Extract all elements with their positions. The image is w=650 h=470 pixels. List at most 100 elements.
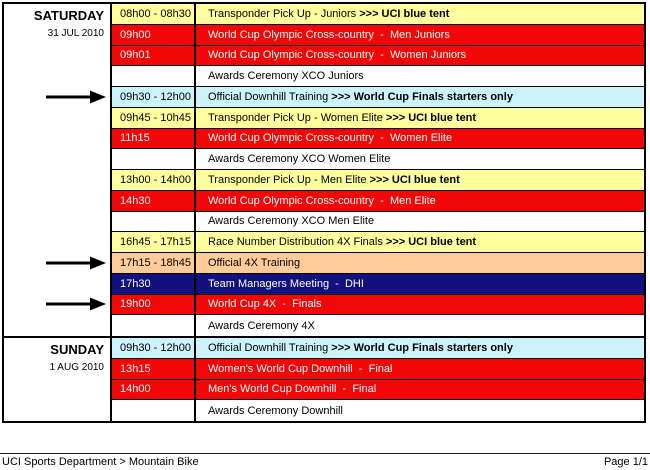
event-label: World Cup Olympic Cross-country - Men Ju… bbox=[208, 28, 450, 41]
event-label-emphasis: >>> World Cup Finals starters only bbox=[331, 90, 513, 103]
schedule-row: 09h45 - 10h45 Transponder Pick Up - Women… bbox=[112, 107, 644, 129]
event-cell: Official Downhill Training >>> World Cup… bbox=[196, 87, 644, 107]
time-cell: 17h30 bbox=[112, 273, 196, 294]
time-cell bbox=[112, 211, 196, 232]
event-cell: Awards Ceremony Downhill bbox=[196, 400, 644, 421]
event-cell: Transponder Pick Up - Juniors >>> UCI bl… bbox=[196, 4, 644, 24]
schedule-row: 16h45 - 17h15 Race Number Distribution 4X… bbox=[112, 232, 644, 253]
event-label: Transponder Pick Up - Juniors bbox=[208, 7, 360, 20]
event-label: World Cup Olympic Cross-country - Men El… bbox=[208, 194, 436, 207]
section-sunday: SUNDAY 1 AUG 2010 09h30 - 12h00 Official … bbox=[4, 336, 644, 421]
schedule-row: 09h01 World Cup Olympic Cross-country - W… bbox=[112, 45, 644, 67]
section-saturday: SATURDAY 31 JUL 2010 08h00 - 08h30 Transp… bbox=[4, 4, 644, 336]
day-cell-saturday: SATURDAY 31 JUL 2010 bbox=[4, 4, 112, 336]
event-label: Official 4X Training bbox=[208, 256, 301, 269]
event-label: Transponder Pick Up - Men Elite bbox=[208, 173, 370, 186]
schedule-row: Awards Ceremony XCO Juniors bbox=[112, 66, 644, 87]
time-cell bbox=[112, 149, 196, 169]
event-label: World Cup Olympic Cross-country - Women … bbox=[208, 49, 467, 62]
event-schedule-table: SATURDAY 31 JUL 2010 08h00 - 08h30 Transp… bbox=[2, 2, 646, 423]
event-label: Transponder Pick Up - Women Elite bbox=[208, 111, 386, 124]
time-cell: 09h30 - 12h00 bbox=[112, 87, 196, 107]
footer-breadcrumb: UCI Sports Department > Mountain Bike bbox=[2, 456, 199, 468]
schedule-row: 17h15 - 18h45 Official 4X Training bbox=[46, 253, 644, 274]
arrow-icon bbox=[46, 90, 106, 104]
event-cell: Team Managers Meeting - DHI bbox=[196, 273, 644, 294]
time-cell: 14h30 bbox=[112, 190, 196, 211]
day-date: 31 JUL 2010 bbox=[47, 28, 104, 39]
time-cell bbox=[112, 66, 196, 86]
event-cell: Awards Ceremony XCO Juniors bbox=[196, 66, 644, 86]
schedule-row: 09h00 World Cup Olympic Cross-country - M… bbox=[112, 24, 644, 46]
event-cell: Official Downhill Training >>> World Cup… bbox=[196, 338, 644, 358]
time-cell: 09h01 bbox=[112, 45, 196, 66]
event-label: Team Managers Meeting - DHI bbox=[208, 277, 364, 290]
time-cell: 17h15 - 18h45 bbox=[112, 253, 196, 273]
event-label-emphasis: >>> UCI blue tent bbox=[385, 111, 477, 124]
time-cell: 09h45 - 10h45 bbox=[112, 107, 196, 128]
event-cell: Official 4X Training bbox=[196, 253, 644, 273]
event-label-emphasis: >>> UCI blue tent bbox=[385, 236, 477, 249]
schedule-row: 09h30 - 12h00 Official Downhill Training … bbox=[112, 338, 644, 359]
rows-sunday: 09h30 - 12h00 Official Downhill Training … bbox=[112, 338, 644, 421]
event-cell: Race Number Distribution 4X Finals >>> U… bbox=[196, 232, 644, 252]
time-cell bbox=[112, 400, 196, 421]
schedule-row: Awards Ceremony 4X bbox=[112, 315, 644, 336]
schedule-row: 14h00 Men's World Cup Downhill - Final bbox=[112, 379, 644, 401]
time-cell: 08h00 - 08h30 bbox=[112, 4, 196, 24]
event-label: Women's World Cup Downhill - Final bbox=[208, 362, 393, 375]
schedule-row: Awards Ceremony Downhill bbox=[112, 400, 644, 421]
time-cell: 13h15 bbox=[112, 358, 196, 379]
schedule-row: 13h15 Women's World Cup Downhill - Final bbox=[112, 358, 644, 380]
event-label: Awards Ceremony XCO Juniors bbox=[208, 70, 364, 83]
event-cell: Transponder Pick Up - Women Elite >>> UC… bbox=[196, 107, 644, 128]
event-label-emphasis: >>> UCI blue tent bbox=[359, 7, 450, 20]
time-cell: 11h15 bbox=[112, 128, 196, 149]
event-label: Awards Ceremony Downhill bbox=[208, 404, 343, 417]
schedule-row: 13h00 - 14h00 Transponder Pick Up - Men E… bbox=[112, 170, 644, 191]
arrow-icon bbox=[46, 297, 106, 311]
event-cell: World Cup Olympic Cross-country - Men El… bbox=[196, 190, 644, 211]
event-label: Race Number Distribution 4X Finals bbox=[208, 236, 386, 249]
schedule-row: Awards Ceremony XCO Women Elite bbox=[112, 149, 644, 170]
rows-saturday: 08h00 - 08h30 Transponder Pick Up - Junio… bbox=[46, 4, 644, 336]
event-cell: World Cup 4X - Finals bbox=[196, 294, 644, 315]
footer-page-number: Page 1/1 bbox=[603, 456, 648, 468]
time-cell: 09h00 bbox=[112, 24, 196, 45]
page-footer: UCI Sports Department > Mountain Bike Pa… bbox=[0, 453, 650, 468]
schedule-row: 09h30 - 12h00 Official Downhill Training … bbox=[46, 87, 644, 108]
time-cell bbox=[112, 315, 196, 336]
day-name: SUNDAY bbox=[50, 342, 104, 357]
event-cell: World Cup Olympic Cross-country - Men Ju… bbox=[196, 24, 644, 45]
event-label: Men's World Cup Downhill - Final bbox=[208, 383, 377, 396]
arrow-icon bbox=[46, 256, 106, 270]
event-label: Awards Ceremony XCO Men Elite bbox=[208, 215, 375, 228]
time-cell: 14h00 bbox=[112, 379, 196, 400]
schedule-row: 14h30 World Cup Olympic Cross-country - M… bbox=[112, 190, 644, 212]
time-cell: 16h45 - 17h15 bbox=[112, 232, 196, 252]
time-cell: 09h30 - 12h00 bbox=[112, 338, 196, 358]
event-cell: World Cup Olympic Cross-country - Women … bbox=[196, 128, 644, 149]
schedule-row: 17h30 Team Managers Meeting - DHI bbox=[112, 273, 644, 295]
event-cell: Awards Ceremony XCO Men Elite bbox=[196, 211, 644, 232]
event-cell: Women's World Cup Downhill - Final bbox=[196, 358, 644, 379]
schedule-row: Awards Ceremony XCO Men Elite bbox=[112, 211, 644, 233]
schedule-row: 19h00 World Cup 4X - Finals bbox=[46, 294, 644, 316]
event-label: World Cup 4X - Finals bbox=[208, 298, 322, 311]
day-cell-sunday: SUNDAY 1 AUG 2010 bbox=[4, 338, 112, 421]
event-label: Awards Ceremony 4X bbox=[208, 319, 315, 332]
event-label: Official Downhill Training bbox=[208, 341, 332, 354]
event-cell: Awards Ceremony 4X bbox=[196, 315, 644, 336]
event-label-emphasis: >>> UCI blue tent bbox=[369, 173, 460, 186]
event-label: World Cup Olympic Cross-country - Women … bbox=[208, 132, 453, 145]
day-name: SATURDAY bbox=[33, 8, 104, 23]
event-cell: Men's World Cup Downhill - Final bbox=[196, 379, 644, 400]
event-cell: Transponder Pick Up - Men Elite >>> UCI … bbox=[196, 170, 644, 190]
event-label-emphasis: >>> World Cup Finals starters only bbox=[331, 341, 513, 354]
event-label: Awards Ceremony XCO Women Elite bbox=[208, 153, 391, 166]
event-label: Official Downhill Training bbox=[208, 90, 332, 103]
event-cell: Awards Ceremony XCO Women Elite bbox=[196, 149, 644, 169]
day-date: 1 AUG 2010 bbox=[49, 362, 104, 373]
event-cell: World Cup Olympic Cross-country - Women … bbox=[196, 45, 644, 66]
schedule-row: 08h00 - 08h30 Transponder Pick Up - Junio… bbox=[112, 4, 644, 25]
